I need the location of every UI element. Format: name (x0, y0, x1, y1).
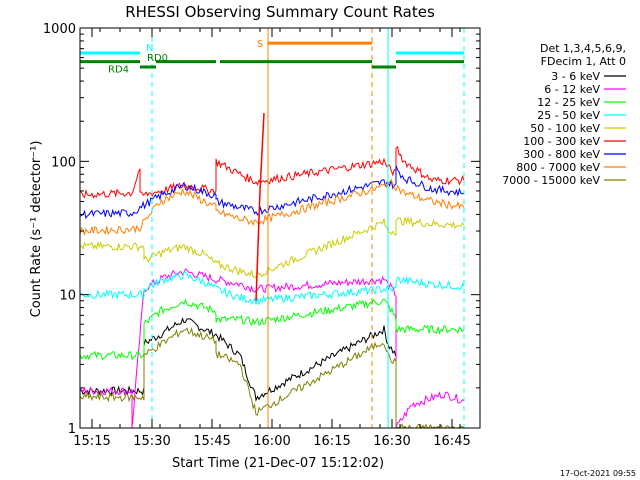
saa-label: S (257, 39, 263, 50)
flare-spike (255, 113, 265, 301)
axes: 1 10 100 1000 15:15 15:30 15:45 16:00 16:15 16:30… (43, 22, 481, 449)
y-tick-label: 1000 (43, 22, 76, 37)
series-line-7 (79, 165, 465, 220)
legend-label-6: 100 - 300 keV (523, 135, 600, 148)
rd4-label: RD4 (108, 65, 129, 76)
y-axis-label: Count Rate (s⁻¹ detector⁻¹) (29, 141, 44, 318)
x-tick-label: 16:30 (373, 434, 410, 449)
legend-label-5: 50 - 100 keV (530, 122, 600, 135)
x-tick-label: 15:30 (133, 434, 170, 449)
series-line-1 (79, 317, 397, 428)
plot-area (79, 113, 465, 430)
chart-title: RHESSI Observing Summary Count Rates (125, 3, 435, 21)
legend-label-1: 3 - 6 keV (551, 70, 600, 83)
legend: Det 1,3,4,5,6,9,FDecim 1, Att 0 3 - 6 keV… (502, 42, 626, 187)
legend-label-3: 12 - 25 keV (537, 96, 600, 109)
rd0-label: RD0 (147, 53, 168, 64)
series-line-3 (79, 298, 465, 361)
series-line-6 (79, 145, 465, 199)
series-line-2 (79, 268, 465, 429)
x-tick-label: 16:00 (253, 434, 290, 449)
y-tick-label: 100 (51, 155, 76, 170)
series-line-5 (79, 216, 465, 279)
y-tick-label: 10 (59, 289, 76, 304)
legend-label-9: 7000 - 15000 keV (502, 174, 600, 187)
legend-label-2: 6 - 12 keV (544, 83, 600, 96)
legend-label-4: 25 - 50 keV (537, 109, 600, 122)
axes-frame (79, 27, 481, 429)
series-line-4 (79, 271, 465, 307)
legend-label-7: 300 - 800 keV (523, 148, 600, 161)
night-label: N (146, 43, 153, 54)
x-axis-label: Start Time (21-Dec-07 15:12:02) (172, 456, 384, 471)
legend-label-8: 800 - 7000 keV (516, 161, 600, 174)
legend-header-0: Det 1,3,4,5,6,9, (540, 42, 626, 55)
legend-header-1: FDecim 1, Att 0 (541, 55, 626, 68)
x-tick-label: 15:15 (73, 434, 110, 449)
footer-timestamp: 17-Oct-2021 09:55 (560, 469, 636, 478)
series-line-8 (79, 178, 465, 237)
x-tick-label: 16:15 (313, 434, 350, 449)
y-tick-label: 1 (68, 422, 76, 437)
x-tick-label: 15:45 (193, 434, 230, 449)
x-tick-label: 16:45 (433, 434, 470, 449)
